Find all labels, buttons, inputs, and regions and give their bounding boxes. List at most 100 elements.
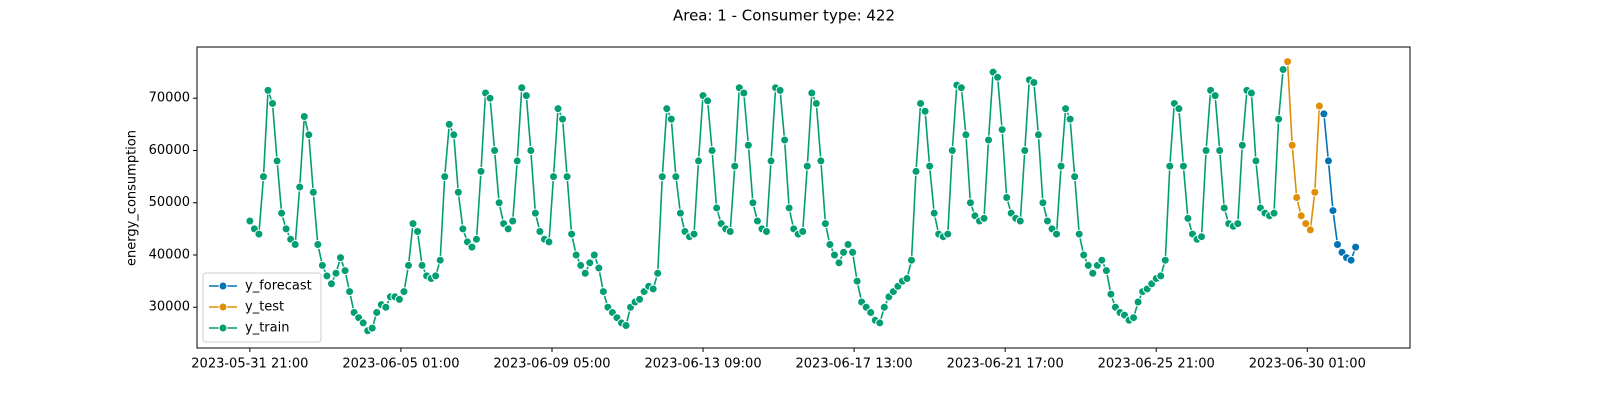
y-tick-label: 40000 (149, 247, 190, 262)
data-point (1097, 255, 1107, 265)
data-point (748, 198, 758, 208)
data-point (1292, 193, 1302, 202)
data-point (336, 253, 346, 263)
plot-frame (196, 46, 1411, 349)
data-point (1002, 193, 1012, 202)
data-point (653, 268, 663, 278)
data-point (449, 130, 459, 140)
data-point (965, 198, 975, 208)
data-point (535, 226, 545, 236)
data-point (295, 182, 305, 192)
data-point (1079, 250, 1089, 260)
data-point (530, 208, 540, 218)
data-point (490, 145, 500, 155)
data-point (848, 247, 858, 257)
data-point (1233, 219, 1243, 229)
data-point (1165, 161, 1175, 171)
data-point (526, 145, 536, 155)
data-point (657, 172, 667, 182)
data-point (725, 226, 735, 236)
data-point (807, 88, 817, 98)
data-point (444, 119, 454, 129)
data-point (911, 166, 921, 176)
data-point (829, 250, 839, 260)
data-point (1332, 240, 1342, 250)
data-point (272, 156, 282, 166)
data-point (997, 125, 1007, 135)
data-point (798, 226, 808, 236)
data-point (1129, 313, 1139, 323)
data-point (290, 240, 300, 250)
data-point (929, 208, 939, 218)
data-point (1056, 161, 1066, 171)
data-point (811, 98, 821, 108)
data-point (544, 237, 554, 247)
data-point (984, 135, 994, 145)
y-tick-label: 50000 (149, 195, 190, 210)
data-point (1287, 140, 1297, 150)
data-point (875, 318, 885, 328)
data-point (648, 284, 658, 294)
data-point (703, 96, 713, 106)
data-point (621, 321, 631, 331)
data-point (408, 219, 418, 229)
data-point (598, 287, 608, 297)
y-axis-label: energy_consumption (125, 130, 140, 266)
data-point (1015, 216, 1025, 226)
data-point (571, 250, 581, 260)
data-point (1033, 130, 1043, 140)
data-point (277, 208, 287, 218)
data-point (1323, 156, 1333, 166)
data-point (453, 187, 463, 197)
data-point (825, 240, 835, 250)
data-point (254, 229, 264, 239)
data-point (761, 226, 771, 236)
chart-title: Area: 1 - Consumer type: 422 (673, 7, 895, 25)
data-point (585, 258, 595, 268)
data-point (1042, 216, 1052, 226)
data-point (553, 104, 563, 114)
data-point (340, 266, 350, 276)
data-point (1301, 219, 1311, 229)
data-point (866, 307, 876, 317)
data-point (1283, 57, 1293, 67)
data-point (689, 229, 699, 239)
data-point (358, 318, 368, 328)
data-point (1278, 64, 1288, 74)
data-point (784, 203, 794, 213)
data-point (558, 114, 568, 124)
data-point (394, 294, 404, 304)
data-point (1251, 156, 1261, 166)
data-point (471, 234, 481, 244)
data-point (1237, 140, 1247, 150)
data-point (712, 203, 722, 213)
data-point (431, 271, 441, 281)
series-line (1323, 113, 1357, 262)
data-point (1074, 229, 1084, 239)
data-point (594, 263, 604, 273)
legend-label: y_forecast (245, 279, 312, 294)
data-point (1061, 104, 1071, 114)
data-point (299, 112, 309, 122)
data-point (752, 216, 762, 226)
data-point (1269, 208, 1279, 218)
data-point (666, 114, 676, 124)
data-point (902, 273, 912, 283)
data-point (743, 140, 753, 150)
data-point (839, 247, 849, 257)
data-point (1052, 229, 1062, 239)
data-point (920, 106, 930, 116)
data-point (589, 250, 599, 260)
data-point (1178, 161, 1188, 171)
data-point (707, 145, 717, 155)
data-point (413, 226, 423, 236)
data-point (1070, 172, 1080, 182)
data-point (662, 104, 672, 114)
legend-label: y_test (245, 300, 284, 315)
data-point (766, 156, 776, 166)
x-tick-label: 2023-06-17 13:00 (796, 357, 913, 372)
data-point (508, 216, 518, 226)
data-point (694, 156, 704, 166)
data-point (852, 276, 862, 286)
data-point (263, 85, 273, 95)
